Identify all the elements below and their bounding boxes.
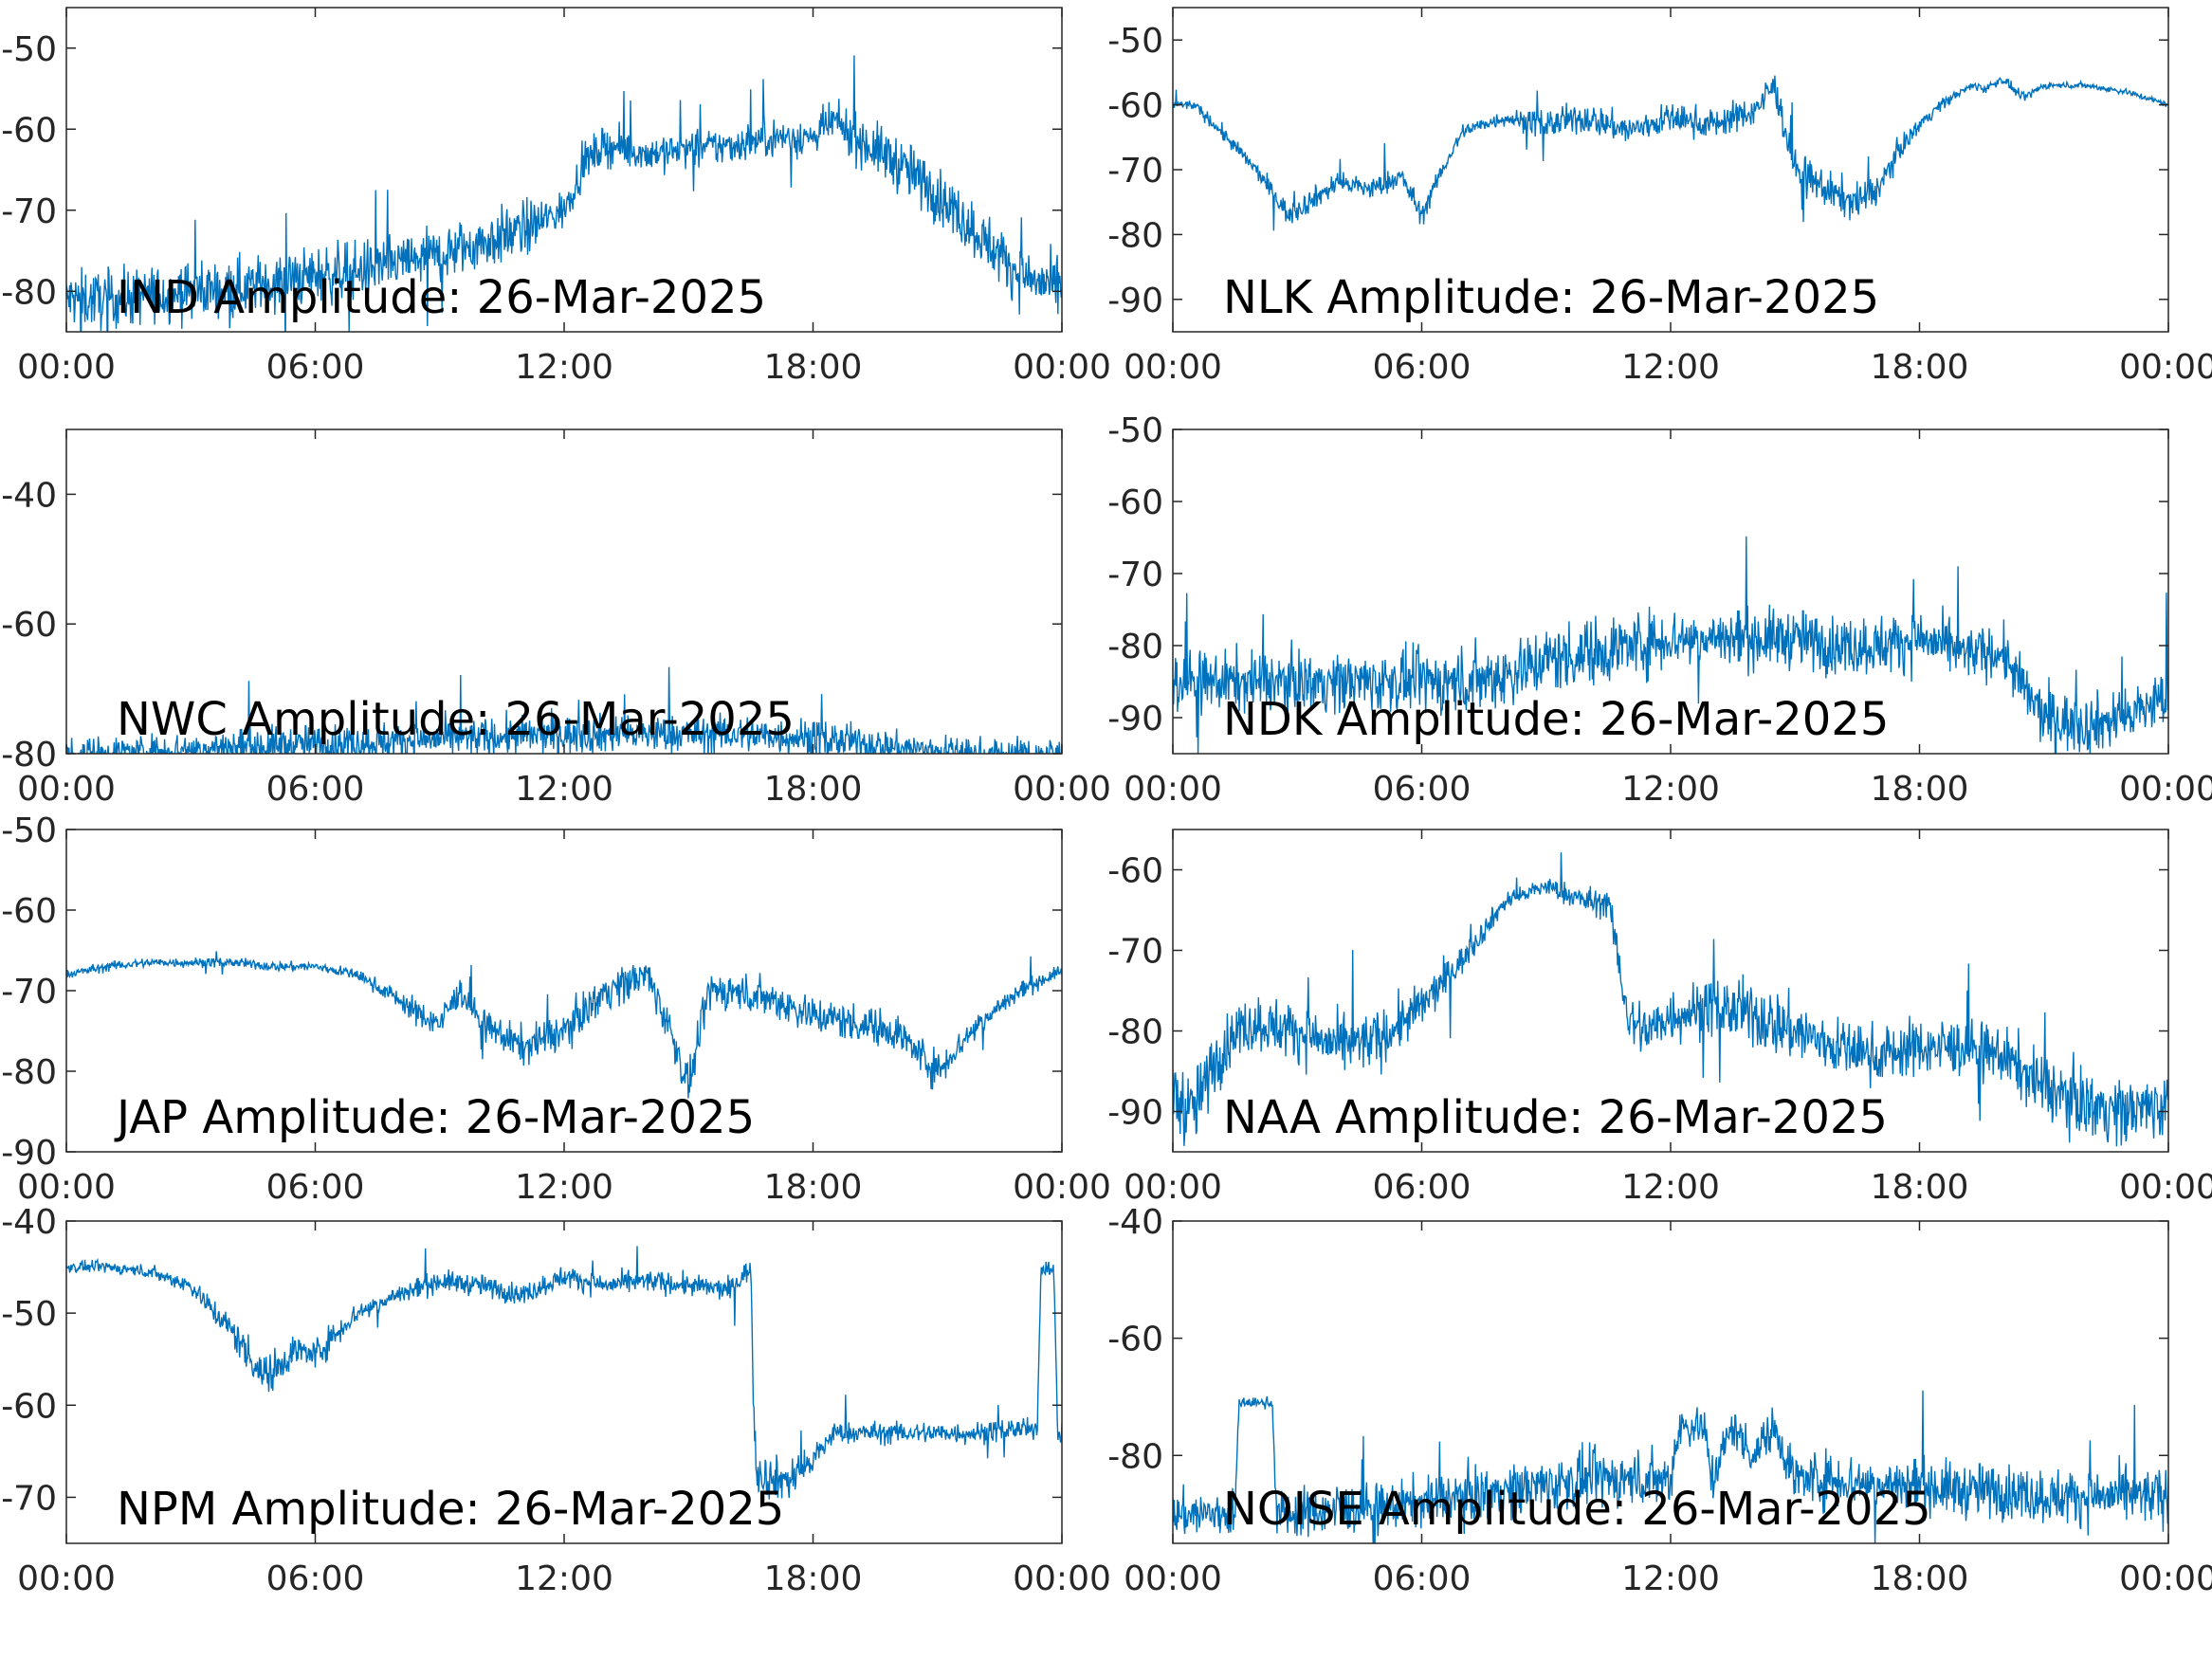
- x-tick-label: 18:00: [1871, 348, 1969, 387]
- series-line-jap: [66, 951, 1062, 1099]
- chart-panel-noise: 00:00 06:00 12:00 18:00 00:00 -40 -60 -80 NOISE …: [1107, 1203, 2212, 1598]
- x-tick-label: 12:00: [1621, 1168, 1720, 1207]
- chart-panel-jap: 00:00 06:00 12:00 18:00 00:00 -50 -60 -70 -80 -90…: [1, 811, 1111, 1207]
- chart-title: JAP Amplitude: 26-Mar-2025: [114, 1091, 755, 1144]
- y-tick-label: -80: [1107, 1013, 1163, 1052]
- x-tick-label: 00:00: [1124, 770, 1222, 809]
- chart-title: NWC Amplitude: 26-Mar-2025: [117, 693, 795, 746]
- y-tick-label: -80: [1, 1053, 57, 1092]
- x-tick-label: 00:00: [2119, 348, 2212, 387]
- x-tick-label: 06:00: [1373, 770, 1472, 809]
- x-tick-label: 18:00: [764, 1559, 863, 1598]
- chart-panel-ndk: 00:00 06:00 12:00 18:00 00:00 -50 -60 -70 -80 -90…: [1107, 411, 2212, 809]
- x-tick-label: 18:00: [764, 770, 863, 809]
- x-tick-label: 00:00: [1013, 1559, 1111, 1598]
- y-tick-label: -40: [1, 1203, 57, 1242]
- x-tick-label: 00:00: [1124, 1559, 1222, 1598]
- x-tick-label: 06:00: [266, 1168, 365, 1207]
- y-tick-label: -60: [1107, 852, 1163, 891]
- x-tick-label: 18:00: [1871, 1168, 1969, 1207]
- x-tick-label: 00:00: [17, 1168, 116, 1207]
- series-line-nlk: [1173, 75, 2168, 231]
- y-tick-label: -40: [1, 476, 57, 515]
- y-tick-label: -50: [1, 30, 57, 69]
- y-tick-label: -50: [1107, 411, 1163, 450]
- y-tick-label: -80: [1, 736, 57, 775]
- x-tick-label: 12:00: [515, 348, 613, 387]
- x-tick-label: 00:00: [1124, 348, 1222, 387]
- x-tick-label: 00:00: [17, 1559, 116, 1598]
- y-tick-label: -70: [1107, 933, 1163, 972]
- y-tick-label: -90: [1107, 1094, 1163, 1133]
- y-tick-label: -60: [1107, 1321, 1163, 1359]
- x-tick-label: 18:00: [764, 1168, 863, 1207]
- x-tick-label: 00:00: [17, 770, 116, 809]
- series-line-npm: [66, 1246, 1062, 1500]
- y-tick-label: -70: [1107, 152, 1163, 191]
- y-tick-label: -70: [1, 1479, 57, 1518]
- y-tick-label: -90: [1107, 282, 1163, 320]
- x-tick-label: 12:00: [515, 770, 613, 809]
- x-tick-label: 18:00: [1871, 770, 1969, 809]
- y-tick-label: -50: [1, 1295, 57, 1334]
- y-tick-label: -90: [1107, 700, 1163, 738]
- x-tick-label: 00:00: [1013, 770, 1111, 809]
- x-tick-label: 06:00: [266, 1559, 365, 1598]
- x-tick-label: 06:00: [266, 348, 365, 387]
- x-tick-label: 12:00: [1621, 1559, 1720, 1598]
- y-tick-label: -50: [1107, 22, 1163, 61]
- y-tick-label: -60: [1107, 483, 1163, 522]
- y-tick-label: -60: [1, 111, 57, 150]
- chart-panel-naa: 00:00 06:00 12:00 18:00 00:00 -60 -70 -80 -90 NAA…: [1107, 829, 2212, 1207]
- x-tick-label: 12:00: [1621, 770, 1720, 809]
- y-tick-label: -90: [1, 1134, 57, 1173]
- x-tick-label: 18:00: [764, 348, 863, 387]
- y-tick-label: -80: [1107, 628, 1163, 666]
- x-tick-label: 00:00: [17, 348, 116, 387]
- x-tick-label: 12:00: [515, 1559, 613, 1598]
- chart-title: NOISE Amplitude: 26-Mar-2025: [1223, 1483, 1931, 1536]
- x-tick-label: 00:00: [2119, 1559, 2212, 1598]
- y-tick-label: -60: [1, 606, 57, 645]
- x-tick-label: 06:00: [1373, 348, 1472, 387]
- y-tick-label: -50: [1, 811, 57, 850]
- chart-title: NLK Amplitude: 26-Mar-2025: [1223, 271, 1879, 324]
- x-tick-label: 00:00: [2119, 1168, 2212, 1207]
- x-tick-label: 12:00: [515, 1168, 613, 1207]
- y-tick-label: -60: [1, 1387, 57, 1426]
- x-tick-label: 12:00: [1621, 348, 1720, 387]
- chart-panel-nlk: 00:00 06:00 12:00 18:00 00:00 -50 -60 -70 -80 -90…: [1107, 7, 2212, 387]
- series-line-ndk: [1173, 536, 2168, 754]
- chart-title: NAA Amplitude: 26-Mar-2025: [1223, 1091, 1888, 1144]
- chart-panel-npm: 00:00 06:00 12:00 18:00 00:00 -40 -50 -60 -70 NPM…: [1, 1203, 1111, 1598]
- series-line-naa: [1173, 852, 2168, 1147]
- y-tick-label: -60: [1, 892, 57, 931]
- series-line-nwc: [66, 666, 1062, 754]
- y-tick-label: -80: [1107, 1437, 1163, 1476]
- y-tick-label: -80: [1, 273, 57, 312]
- x-tick-label: 06:00: [266, 770, 365, 809]
- chart-panel-nwc: 00:00 06:00 12:00 18:00 00:00 -40 -60 -80 NWC Am…: [1, 428, 1111, 809]
- x-tick-label: 00:00: [1013, 1168, 1111, 1207]
- chart-title: NDK Amplitude: 26-Mar-2025: [1223, 693, 1889, 746]
- y-tick-label: -70: [1107, 556, 1163, 594]
- y-tick-label: -60: [1107, 87, 1163, 126]
- x-tick-label: 06:00: [1373, 1559, 1472, 1598]
- chart-title: IND Amplitude: 26-Mar-2025: [117, 271, 766, 324]
- y-tick-label: -70: [1, 192, 57, 231]
- x-tick-label: 18:00: [1871, 1559, 1969, 1598]
- series-line-ind: [66, 55, 1062, 332]
- x-tick-label: 06:00: [1373, 1168, 1472, 1207]
- y-tick-label: -40: [1107, 1203, 1163, 1242]
- x-tick-label: 00:00: [2119, 770, 2212, 809]
- chart-panel-ind: 00:00 06:00 12:00 18:00 00:00 -50 -60 -70 -80 IND…: [1, 7, 1111, 387]
- x-tick-label: 00:00: [1124, 1168, 1222, 1207]
- series-line-noise: [1173, 1390, 2168, 1543]
- y-tick-label: -80: [1107, 216, 1163, 255]
- x-tick-label: 00:00: [1013, 348, 1111, 387]
- chart-title: NPM Amplitude: 26-Mar-2025: [117, 1483, 784, 1536]
- y-tick-label: -70: [1, 973, 57, 1012]
